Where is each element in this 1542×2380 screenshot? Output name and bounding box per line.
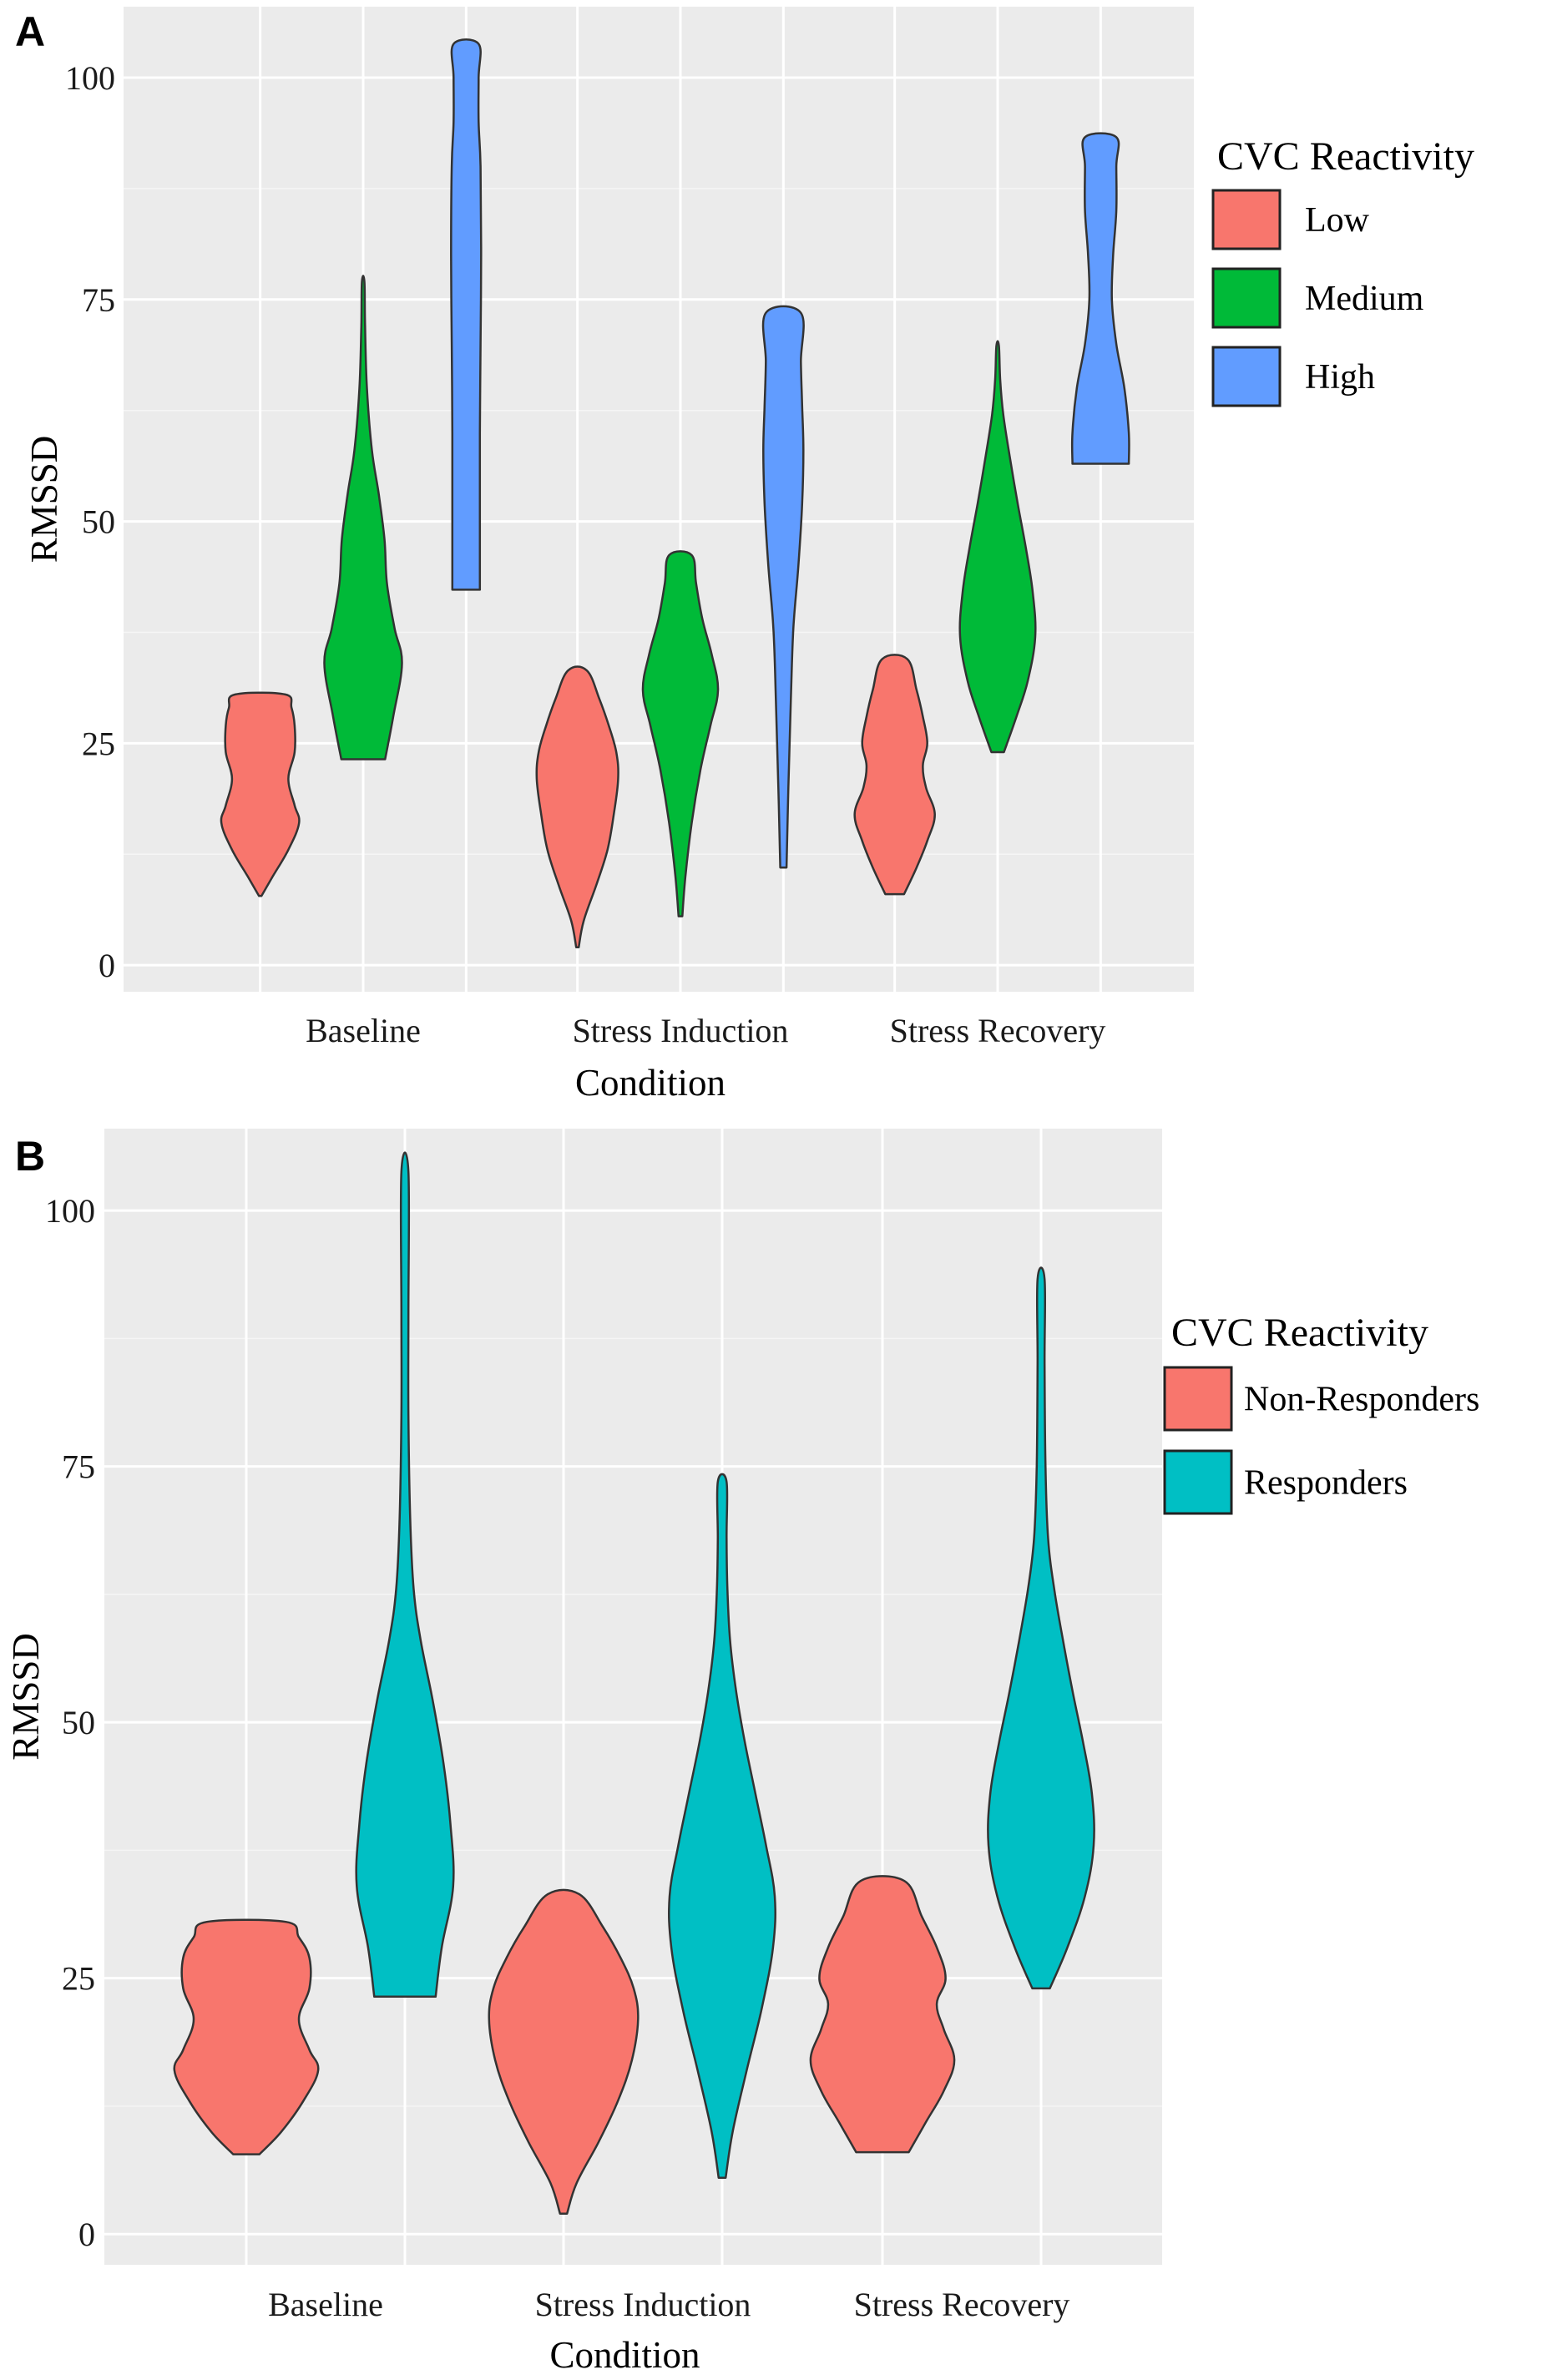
violin-responders-stress-recovery [987,1266,1095,1990]
y-tick-label-50: 50 [62,1704,95,1741]
legend-key-high [1211,346,1282,407]
y-tick-label-75: 75 [62,1448,95,1486]
panel-b: B 0 25 50 75 100 Baseline Stress Induction Stres… [5,1129,1479,2376]
y-tick-label-25: 25 [82,725,115,762]
legend-title: CVC Reactivity [1171,1311,1428,1355]
violin-medium-stress-induction [641,550,720,917]
x-tick-label-stress-recovery: Stress Recovery [890,1012,1106,1049]
y-tick-label-25: 25 [62,1960,95,1998]
violin-high-stress-induction [761,305,805,869]
violin-non-responders-stress-induction [488,1888,640,2215]
violin-non-responders-stress-recovery [809,1875,956,2154]
x-axis-title: Condition [549,2334,700,2376]
violin-non-responders-baseline [173,1918,320,2155]
x-tick-label-baseline: Baseline [268,2286,383,2323]
violin-responders-stress-induction [668,1473,776,2180]
violin-high-baseline [450,38,483,591]
y-tick-label-0: 0 [78,2216,95,2253]
y-tick-label-50: 50 [82,503,115,541]
legend-key-low [1211,189,1282,250]
legend-label-medium: Medium [1305,280,1424,318]
panel-a: A 0 25 50 75 100 Baseline Stress Induction Stres… [15,7,1474,1104]
legend: CVC Reactivity Non-Responders Responders [1163,1311,1479,1515]
y-tick-label-0: 0 [99,947,115,984]
legend-label-low: Low [1305,201,1370,240]
panel-letter: B [15,1133,45,1180]
x-axis-title: Condition [575,1062,725,1104]
y-axis-title: RMSSD [23,436,65,563]
legend: CVC Reactivity Low Medium High [1211,134,1474,407]
violin-responders-baseline [355,1151,455,1998]
legend-label-non-responders: Non-Responders [1244,1381,1479,1419]
y-axis-title: RMSSD [5,1633,47,1761]
x-tick-label-stress-recovery: Stress Recovery [854,2286,1070,2323]
violin-medium-stress-recovery [958,340,1037,754]
legend-key-medium [1211,267,1282,329]
legend-title: CVC Reactivity [1217,134,1474,179]
violin-low-stress-induction [535,665,619,949]
panel-letter: A [15,8,45,55]
violin-low-stress-recovery [853,654,936,896]
x-tick-label-stress-induction: Stress Induction [535,2286,751,2323]
y-tick-label-100: 100 [65,59,115,97]
x-tick-label-baseline: Baseline [306,1012,421,1049]
violin-medium-baseline [323,275,403,760]
violin-low-baseline [220,691,301,897]
x-tick-label-stress-induction: Stress Induction [573,1012,789,1049]
violin-high-stress-recovery [1070,132,1130,465]
legend-key-responders [1163,1449,1233,1515]
legend-key-non-responders [1163,1366,1233,1432]
legend-label-responders: Responders [1244,1464,1408,1503]
y-tick-label-75: 75 [82,281,115,319]
legend-label-high: High [1305,358,1375,397]
y-tick-label-100: 100 [45,1192,95,1230]
